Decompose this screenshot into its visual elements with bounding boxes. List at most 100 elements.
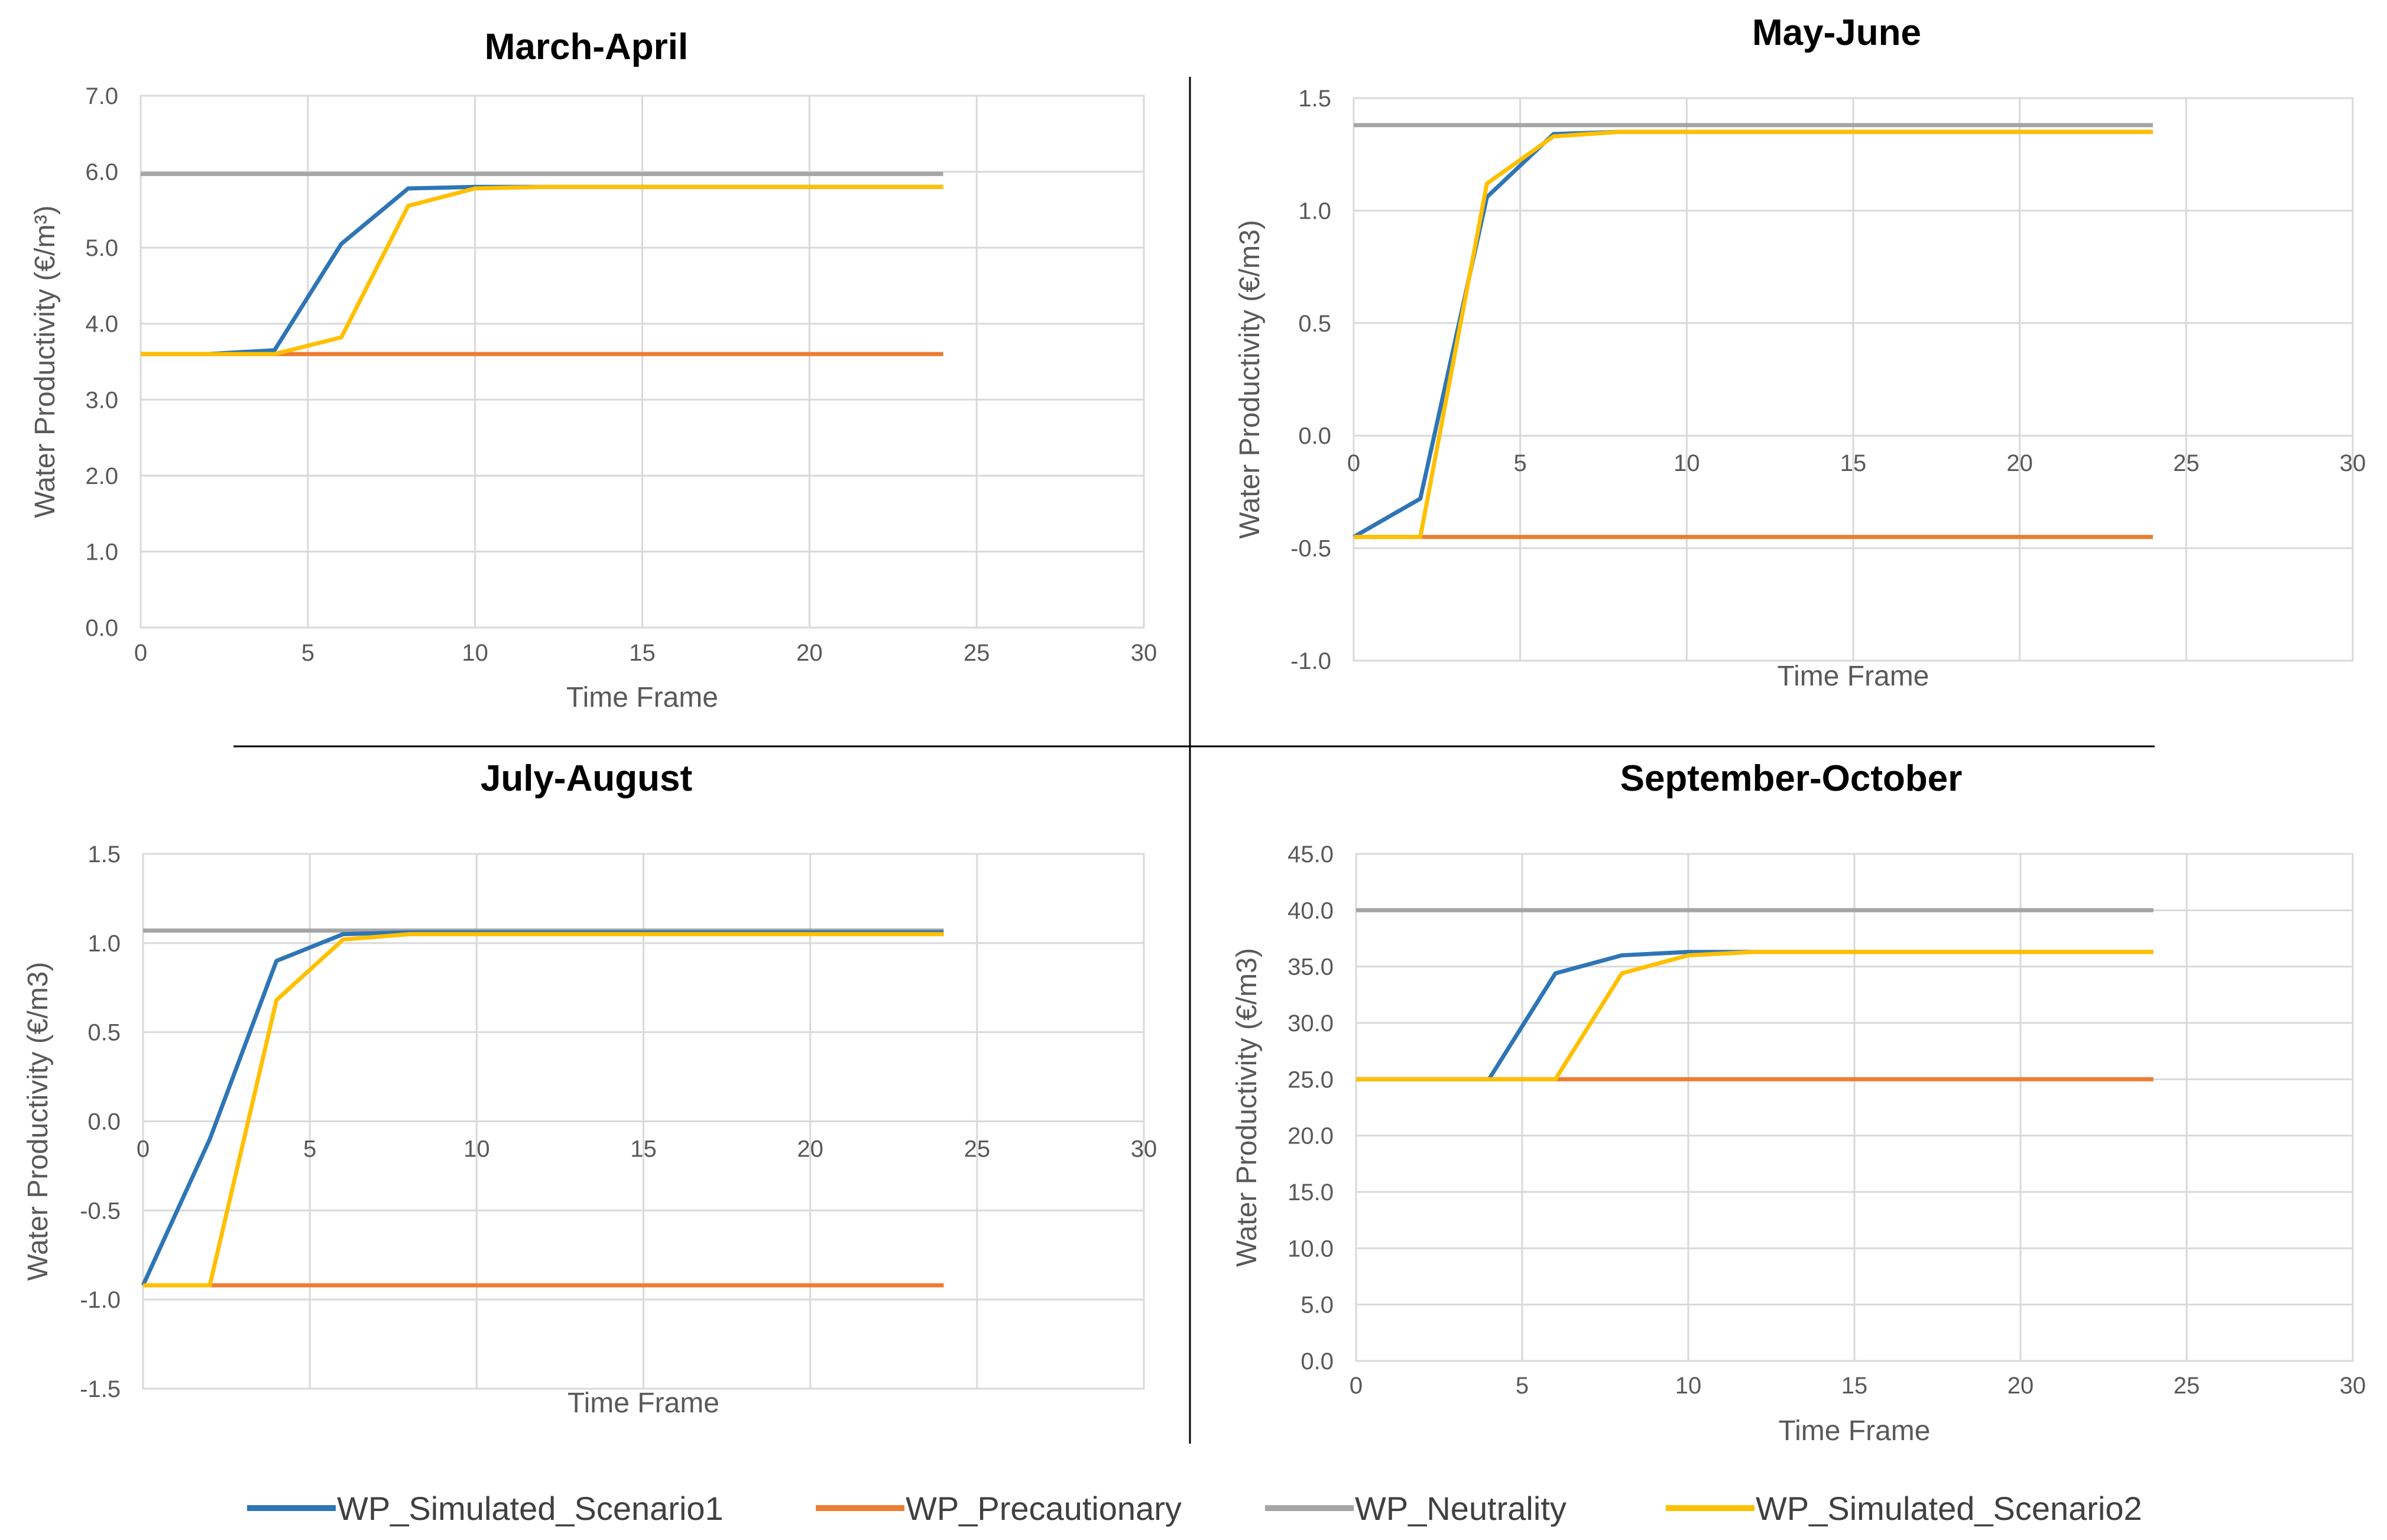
y-tick-label: 1.0: [87, 931, 121, 957]
x-tick-label: 25: [2174, 1373, 2200, 1399]
x-tick-label: 10: [1675, 1373, 1702, 1399]
x-tick-label: 20: [2007, 1373, 2034, 1399]
y-tick-label: 0.0: [1298, 423, 1331, 449]
y-tick-label: 25.0: [1287, 1067, 1334, 1093]
x-tick-label: 25: [2173, 450, 2200, 476]
y-tick-label: 4.0: [85, 311, 118, 337]
x-tick-label: 20: [796, 640, 823, 666]
chart-title: September-October: [1620, 758, 1963, 799]
y-tick-label: 0.5: [87, 1020, 121, 1046]
x-tick-label: 30: [2340, 450, 2366, 476]
y-tick-label: 0.0: [85, 615, 118, 641]
y-tick-label: 40.0: [1287, 898, 1334, 924]
x-axis-label: Time Frame: [1778, 661, 1929, 692]
x-tick-label: 30: [2340, 1373, 2366, 1399]
x-tick-label: 15: [1841, 1373, 1868, 1399]
y-tick-label: -0.5: [1290, 536, 1331, 562]
y-tick-label: 0.5: [1298, 311, 1331, 337]
y-tick-label: -0.5: [80, 1198, 121, 1224]
y-tick-label: 0.0: [87, 1109, 121, 1135]
y-tick-label: 7.0: [85, 83, 118, 109]
chart-panel-3: July-August -1.5 -1.0 -0.5 0.0 0.5 1.0 1.5 0 5 10 1…: [22, 758, 1157, 1419]
x-tick-label: 0: [137, 1136, 150, 1162]
chart-panel-4: September-October 0.0 5.0 10.0 15.0 20.0 25.0 3…: [1231, 758, 2366, 1447]
x-tick-label: 30: [1131, 1136, 1157, 1162]
legend-label: WP_Simulated_Scenario2: [1756, 1490, 2142, 1527]
x-tick-label: 10: [463, 1136, 490, 1162]
legend-item: WP_Precautionary: [816, 1490, 1182, 1527]
x-axis-label: Time Frame: [567, 1388, 719, 1419]
legend-label: WP_Precautionary: [906, 1490, 1182, 1527]
series-line-wp-simulated-scenario2: [1356, 950, 2154, 1081]
legend-label: WP_Simulated_Scenario1: [337, 1490, 724, 1527]
y-axis-label: Water Productivity (€/m3): [22, 962, 54, 1281]
y-axis-label: Water Productivity (€/m³): [30, 206, 61, 518]
x-tick-label: 5: [303, 1136, 316, 1162]
plot-area: [142, 853, 1145, 1390]
series-line-wp-simulated-scenario1: [141, 184, 943, 356]
chart-panels: March-April 0.0 1.0 2.0 3.0 4.0 5.0 6.0 7.0 0 5 10 1…: [22, 12, 2366, 1447]
legend-item: WP_Simulated_Scenario1: [247, 1490, 724, 1527]
y-tick-label: 15.0: [1287, 1180, 1334, 1206]
y-tick-label: 2.0: [85, 463, 118, 489]
chart-title: July-August: [481, 758, 692, 799]
x-tick-label: 20: [797, 1136, 823, 1162]
quadrant-dividers: [233, 77, 2155, 1444]
legend-label: WP_Neutrality: [1355, 1490, 1567, 1527]
plot-area: [1355, 853, 2354, 1362]
x-tick-label: 15: [630, 1136, 657, 1162]
chart-panel-2: May-June -1.0 -0.5 0.0 0.5 1.0 1.5 0 5 10 15 20 25 30…: [1234, 12, 2366, 692]
y-tick-label: 45.0: [1287, 842, 1334, 868]
legend: WP_Simulated_Scenario1 WP_Precautionary WP…: [247, 1490, 2142, 1527]
chart-panel-1: March-April 0.0 1.0 2.0 3.0 4.0 5.0 6.0 7.0 0 5 10 1…: [30, 27, 1157, 713]
series-line-wp-simulated-scenario2: [141, 184, 943, 356]
legend-item: WP_Simulated_Scenario2: [1666, 1490, 2142, 1527]
series-line-wp-simulated-scenario1: [1356, 950, 2154, 1081]
y-tick-label: 30.0: [1287, 1011, 1334, 1037]
chart-title: March-April: [485, 27, 688, 67]
y-tick-label: 3.0: [85, 387, 118, 413]
chart-title: May-June: [1752, 12, 1921, 53]
y-tick-label: 20.0: [1287, 1123, 1334, 1149]
x-axis-label: Time Frame: [566, 682, 718, 713]
y-tick-label: -1.5: [80, 1376, 121, 1402]
plot-area: [1353, 97, 2354, 662]
y-axis-label: Water Productivity (€/m3): [1231, 948, 1263, 1267]
y-tick-label: 5.0: [1300, 1292, 1334, 1318]
y-tick-label: 6.0: [85, 160, 118, 186]
x-tick-label: 20: [2006, 450, 2033, 476]
y-tick-label: 1.0: [1298, 198, 1331, 224]
y-tick-label: 35.0: [1287, 954, 1334, 980]
y-tick-label: -1.0: [80, 1287, 121, 1313]
x-tick-label: 25: [964, 640, 990, 666]
y-tick-label: 10.0: [1287, 1236, 1334, 1262]
x-tick-label: 0: [1350, 1373, 1363, 1399]
x-tick-label: 0: [134, 640, 147, 666]
series-line-wp-simulated-scenario2: [143, 932, 944, 1288]
y-tick-label: 0.0: [1300, 1349, 1334, 1375]
x-tick-label: 10: [462, 640, 488, 666]
y-tick-label: 1.5: [87, 842, 121, 868]
x-tick-label: 0: [1347, 450, 1360, 476]
x-tick-label: 25: [964, 1136, 991, 1162]
x-tick-label: 5: [301, 640, 314, 666]
x-axis-label: Time Frame: [1779, 1415, 1931, 1447]
x-tick-label: 30: [1131, 640, 1157, 666]
y-tick-label: -1.0: [1290, 648, 1331, 674]
x-tick-label: 10: [1674, 450, 1700, 476]
series-line-wp-simulated-scenario1: [1353, 129, 2153, 539]
x-tick-label: 15: [629, 640, 656, 666]
x-tick-label: 5: [1516, 1373, 1529, 1399]
y-tick-label: 1.0: [85, 539, 118, 565]
series-line-wp-simulated-scenario2: [1354, 129, 2153, 540]
y-tick-label: 1.5: [1298, 86, 1331, 112]
y-axis-label: Water Productivity (€/m3): [1234, 220, 1266, 539]
y-tick-label: 5.0: [85, 235, 118, 261]
legend-item: WP_Neutrality: [1265, 1490, 1567, 1527]
x-tick-label: 5: [1514, 450, 1527, 476]
x-tick-label: 15: [1840, 450, 1867, 476]
plot-area: [140, 95, 1145, 629]
series-line-wp-simulated-scenario1: [141, 930, 944, 1286]
